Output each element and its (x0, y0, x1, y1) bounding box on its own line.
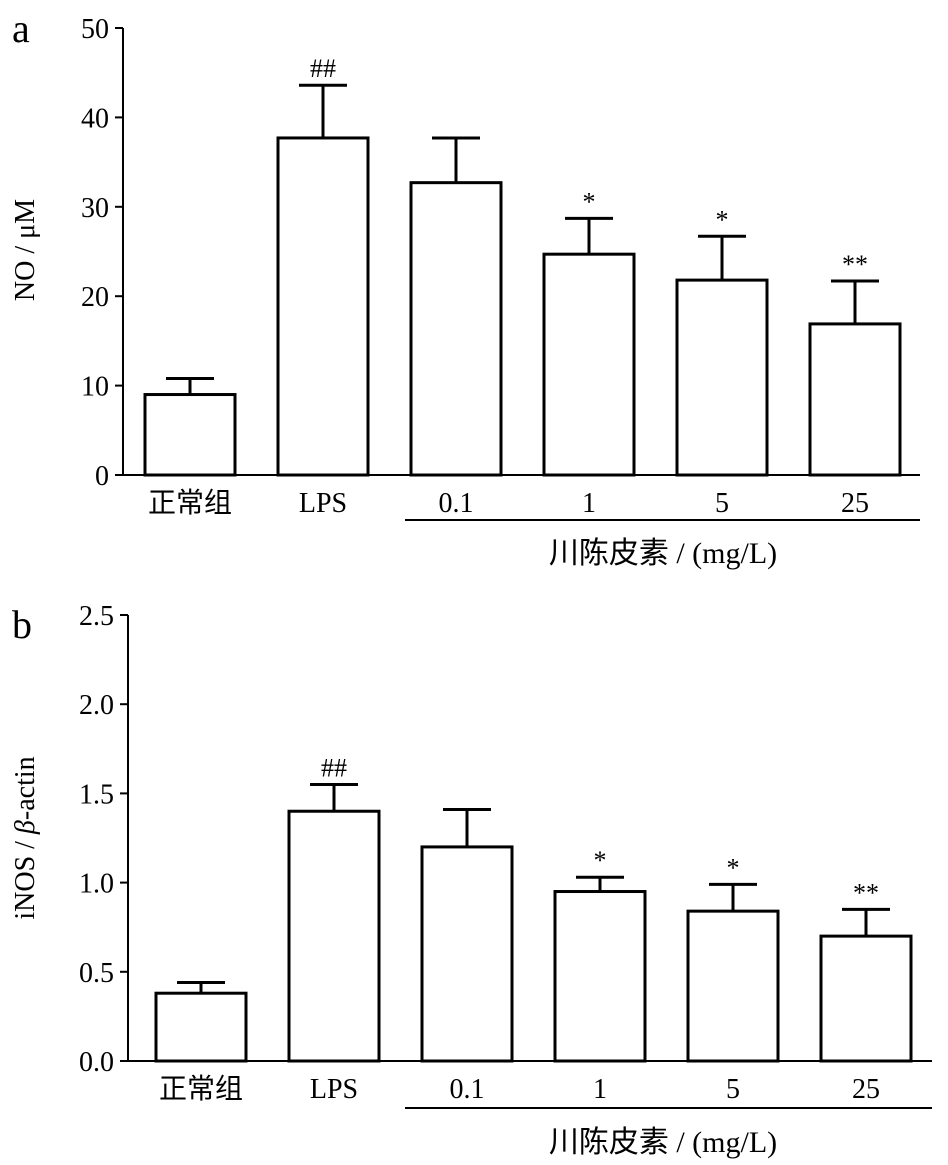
panel-a-category-label: LPS (299, 488, 347, 519)
panel-a-y-tick-label: 10 (81, 372, 109, 403)
panel-a-category-label: 0.1 (439, 488, 474, 519)
panel-b-bar (287, 809, 381, 1063)
panel-a-bar (409, 181, 503, 477)
panel-b-y-tick-label: 0.5 (79, 958, 114, 989)
panel-b-bar (553, 890, 647, 1063)
panel-b-category-label: 0.1 (450, 1074, 485, 1105)
panel-b-y-tick-label: 2.5 (79, 601, 114, 632)
panel-a-y-tick-label: 0 (95, 461, 109, 492)
panel-b-bar (686, 909, 780, 1063)
panel-b-category-label: LPS (310, 1074, 358, 1105)
panel-a-label: a (12, 6, 30, 51)
panel-a-category-label: 1 (582, 488, 596, 519)
panel-b-significance-marker: * (594, 846, 607, 875)
panel-a-significance-marker: * (716, 205, 729, 234)
panel-b-chart: b iNOS / β-actin 川陈皮素 / (mg/L) 0.0 0.5 1.0… (10, 601, 932, 1159)
panel-b-significance-marker: * (727, 853, 740, 882)
panel-b-category-label: 5 (726, 1074, 740, 1105)
panel-b-y-tick-label: 2.0 (79, 690, 114, 721)
panel-b-category-label: 正常组 (159, 1073, 243, 1105)
panel-b-significance-marker: ** (853, 878, 879, 907)
panel-b-y-tick-label: 1.5 (79, 779, 114, 810)
panel-a-chart: a NO / μM 川陈皮素 / (mg/L) 0 10 20 30 40 50 正常组 LP… (10, 6, 920, 570)
panel-a-bar (143, 393, 237, 477)
panel-a-y-tick-label: 20 (81, 282, 109, 313)
panel-a-category-label: 25 (841, 488, 869, 519)
panel-b-category-label: 1 (593, 1074, 607, 1105)
panel-b-bar (819, 934, 913, 1063)
panel-a-category-label: 正常组 (148, 487, 232, 519)
panel-a-group-label: 川陈皮素 / (mg/L) (549, 537, 777, 570)
panel-a-significance-marker: ** (842, 250, 868, 279)
panel-b-y-tick-label: 0.0 (79, 1047, 114, 1078)
panel-b-category-label: 25 (852, 1074, 880, 1105)
panel-b-bar (420, 845, 514, 1063)
panel-a-bar (808, 322, 902, 477)
panel-a-bar (276, 136, 370, 477)
panel-a-category-label: 5 (715, 488, 729, 519)
panel-a-y-tick-label: 30 (81, 193, 109, 224)
panel-a-significance-marker: ## (310, 54, 336, 83)
panel-b-y-axis-label-suffix: -actin (10, 756, 41, 820)
panel-b-y-axis-label: iNOS / β-actin (10, 756, 41, 919)
panel-a-significance-marker: * (583, 187, 596, 216)
panel-a-y-axis-label: NO / μM (10, 199, 41, 301)
panel-a-bar (542, 252, 636, 477)
panel-a-y-tick-label: 40 (81, 103, 109, 134)
panel-b-bar (154, 991, 248, 1063)
panel-b-y-tick-label: 1.0 (79, 869, 114, 900)
panel-a-y-tick-label: 50 (81, 14, 109, 45)
panel-b-significance-marker: ## (321, 753, 347, 782)
panel-b-y-axis-label-prefix: iNOS / (10, 834, 41, 920)
panel-b-y-axis-label-greek: β (10, 820, 41, 835)
panel-a-bar (675, 278, 769, 477)
panel-b-group-label: 川陈皮素 / (mg/L) (549, 1126, 777, 1159)
panel-b-label: b (12, 602, 32, 647)
